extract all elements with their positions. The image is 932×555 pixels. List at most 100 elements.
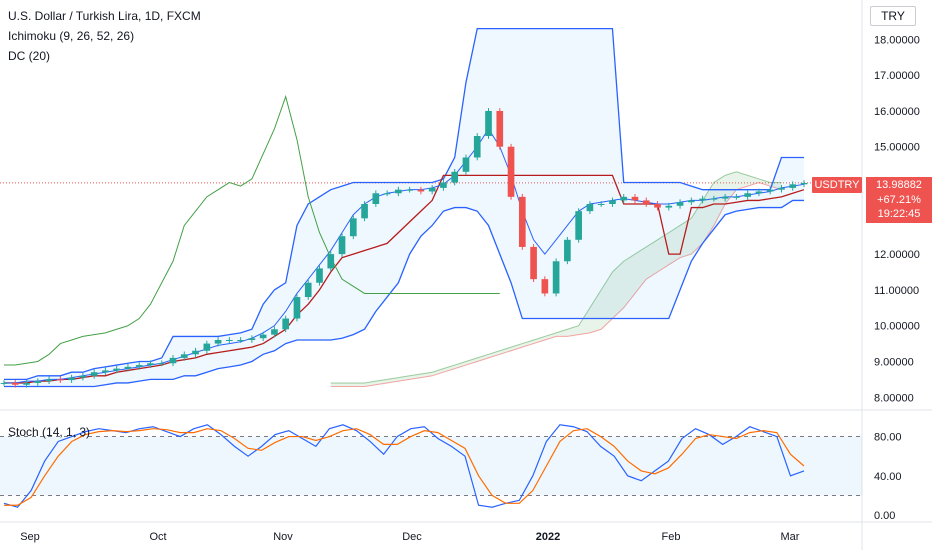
senkou-span-a (330, 171, 782, 384)
candle-body (575, 211, 582, 240)
candle-body (654, 204, 661, 208)
candle-body (597, 204, 605, 205)
candle-body (192, 350, 199, 355)
candle-body (744, 193, 751, 197)
candle-body (203, 343, 211, 351)
ichimoku-legend[interactable]: Ichimoku (9, 26, 52, 26) (8, 29, 135, 43)
donchian-legend[interactable]: DC (20) (8, 49, 51, 63)
candle-body (800, 182, 808, 185)
x-tick-label: Nov (273, 531, 293, 543)
candle-body (327, 254, 335, 269)
candle-body (789, 184, 797, 188)
donchian-upper (4, 27, 804, 381)
candle-body (361, 204, 368, 219)
candle-body (676, 202, 684, 206)
candle-body (169, 357, 177, 364)
candle-body (113, 368, 121, 371)
candle-body (124, 366, 132, 369)
bar-countdown: 19:22:45 (877, 208, 921, 220)
candle-body (316, 268, 323, 283)
stoch-legend[interactable]: Stoch (14, 1, 3) (8, 425, 91, 439)
stoch-tick-label: 80.00 (874, 432, 902, 444)
candle-body (687, 200, 695, 203)
stoch-tick-label: 0.00 (874, 510, 895, 522)
candle-body (451, 171, 459, 183)
candle-body (721, 196, 729, 199)
candle-body (530, 246, 537, 280)
candle-body (564, 239, 571, 262)
candle-body (248, 338, 256, 340)
candle-body (778, 187, 785, 190)
candle-body (552, 261, 560, 294)
y-tick-label: 15.00000 (874, 142, 920, 154)
y-tick-label: 10.00000 (874, 321, 920, 333)
candle-body (428, 187, 436, 192)
candle-body (733, 196, 740, 198)
candle-body (541, 279, 549, 294)
donchian-fill (4, 28, 804, 387)
candle-body (372, 193, 380, 204)
candle-body (710, 198, 718, 200)
y-tick-label: 18.00000 (874, 34, 920, 46)
donchian-lower (4, 199, 804, 388)
x-tick-label: Oct (149, 531, 166, 543)
y-tick-label: 8.00000 (874, 392, 914, 404)
candle-body (395, 189, 402, 194)
candle-body (214, 340, 222, 344)
stoch-band-fill (0, 436, 862, 496)
candle-body (34, 381, 42, 383)
candle-body (304, 282, 312, 298)
candle-body (766, 189, 774, 192)
x-tick-label: Feb (662, 531, 681, 543)
x-tick-label: Dec (402, 531, 422, 543)
candle-body (417, 189, 425, 192)
candle-body (609, 200, 616, 204)
y-tick-label: 11.00000 (874, 285, 919, 297)
last-price-badge: 13.98882 +67.21% 19:22:45 (866, 177, 932, 223)
y-tick-label: 9.00000 (874, 356, 914, 368)
stoch-tick-label: 40.00 (874, 471, 902, 483)
candle-body (699, 198, 706, 201)
candle-body (45, 379, 53, 382)
candle-body (68, 377, 75, 381)
candle-body (383, 193, 391, 195)
candle-body (237, 340, 244, 341)
candle-body (642, 200, 650, 204)
candle-body (147, 363, 154, 366)
candle-body (338, 236, 346, 255)
last-price-value: 13.98882 (876, 179, 922, 191)
candle-body (271, 329, 278, 335)
candle-body (0, 382, 8, 384)
candle-body (586, 204, 594, 212)
y-tick-label: 16.00000 (874, 106, 920, 118)
candle-body (631, 196, 639, 201)
candle-body (665, 205, 673, 208)
candle-body (259, 334, 267, 339)
candle-body (485, 110, 492, 136)
candle-body (496, 110, 504, 147)
x-tick-label: 2022 (536, 531, 560, 543)
candle-body (226, 340, 233, 341)
x-tick-label: Sep (20, 531, 40, 543)
kijun-sen (4, 174, 805, 384)
candle-body (102, 370, 109, 373)
candle-body (755, 191, 763, 194)
candle-body (282, 318, 290, 330)
candle-body (462, 157, 470, 172)
x-tick-label: Mar (781, 531, 800, 543)
candle-body (135, 365, 143, 367)
candle-body (79, 375, 87, 378)
candle-body (180, 354, 188, 358)
candle-body (349, 218, 357, 237)
candle-body (90, 372, 98, 376)
senkou-span-b (330, 182, 782, 388)
chart-title: U.S. Dollar / Turkish Lira, 1D, FXCM (8, 9, 201, 23)
candle-body (507, 146, 515, 197)
currency-selector[interactable]: TRY (870, 6, 916, 26)
candle-body (518, 196, 526, 247)
candle-body (57, 379, 64, 381)
chikou-span (4, 94, 500, 366)
candle-body (158, 363, 166, 365)
